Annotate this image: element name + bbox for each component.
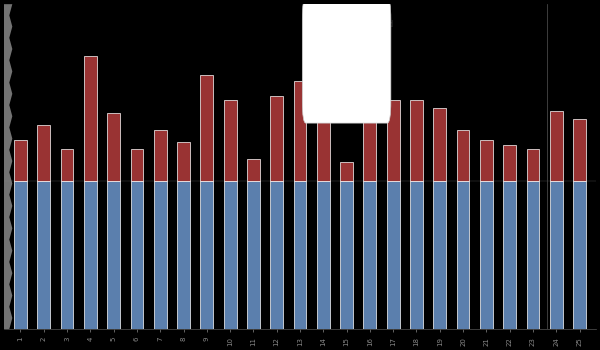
Polygon shape [3, 4, 13, 329]
Bar [410, 100, 423, 181]
Bar [317, 119, 329, 181]
Bar [340, 181, 353, 329]
Bar [293, 81, 307, 181]
Bar [387, 181, 400, 329]
Bar [177, 181, 190, 329]
Bar [131, 181, 143, 329]
Bar [61, 149, 73, 181]
Bar [364, 181, 376, 329]
Bar [200, 181, 213, 329]
Bar [200, 75, 213, 181]
Bar [433, 107, 446, 181]
Bar [433, 181, 446, 329]
Bar [527, 181, 539, 329]
FancyBboxPatch shape [302, 0, 391, 123]
Bar [247, 181, 260, 329]
Bar [177, 141, 190, 181]
Bar [550, 181, 563, 329]
Bar [107, 181, 120, 329]
Bar [527, 149, 539, 181]
Bar [224, 181, 236, 329]
Bar [340, 162, 353, 181]
Bar [573, 181, 586, 329]
Bar [480, 140, 493, 181]
Bar [317, 181, 329, 329]
Bar [457, 130, 469, 181]
Bar [107, 113, 120, 181]
Bar [480, 181, 493, 329]
Bar [293, 181, 307, 329]
Bar [271, 96, 283, 181]
Bar [131, 149, 143, 181]
Bar [154, 181, 167, 329]
Bar [84, 181, 97, 329]
Bar [37, 181, 50, 329]
Bar [271, 181, 283, 329]
Bar [14, 181, 27, 329]
Bar [457, 181, 469, 329]
Bar [37, 125, 50, 181]
Bar [410, 181, 423, 329]
Bar [247, 159, 260, 181]
Bar [550, 111, 563, 181]
Bar [224, 100, 236, 181]
Bar [61, 181, 73, 329]
Bar [84, 56, 97, 181]
Bar [364, 100, 376, 181]
Bar [154, 130, 167, 181]
Bar [387, 100, 400, 181]
Bar [14, 140, 27, 181]
Legend: Overhead, IT Load: Overhead, IT Load [346, 18, 397, 44]
Bar [503, 181, 516, 329]
Bar [573, 119, 586, 181]
Bar [503, 145, 516, 181]
